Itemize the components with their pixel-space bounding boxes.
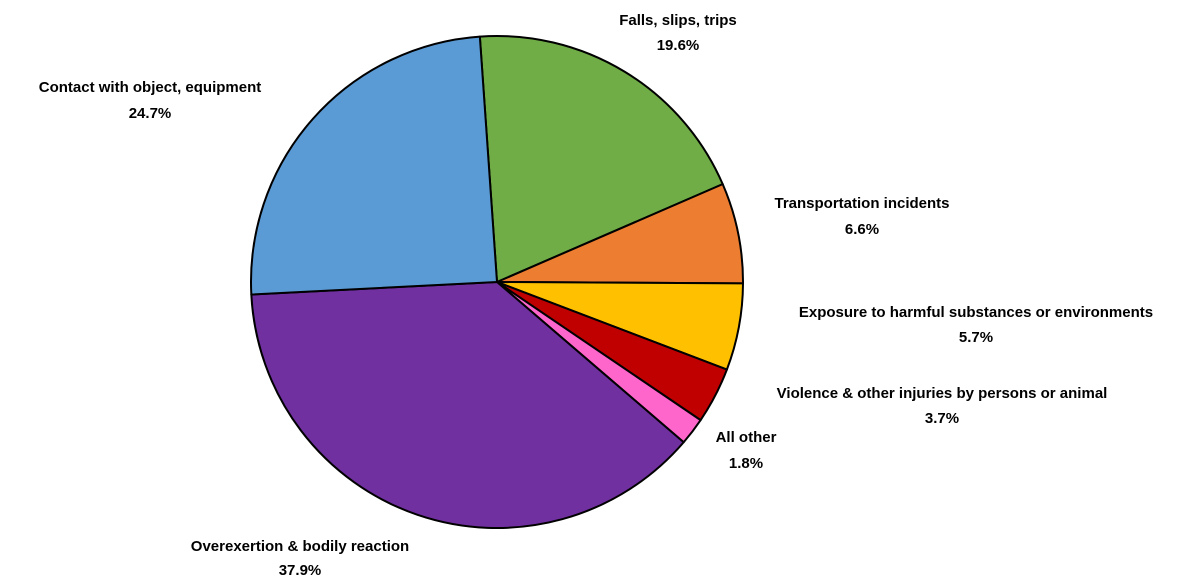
pie-slice-overexertion [250,281,685,529]
value-contact: 24.7% [129,105,172,122]
label-violence: Violence & other injuries by persons or … [777,385,1108,402]
label-falls: Falls, slips, trips [619,12,737,29]
value-overexertion: 37.9% [279,562,322,579]
label-exposure: Exposure to harmful substances or enviro… [799,304,1153,321]
pie-slice-contact [250,35,498,296]
value-exposure: 5.7% [959,329,993,346]
value-all-other: 1.8% [729,455,763,472]
pie-slice-falls [478,35,724,283]
value-violence: 3.7% [925,410,959,427]
label-transportation: Transportation incidents [774,195,949,212]
label-overexertion: Overexertion & bodily reaction [191,538,409,555]
pie-slices [250,35,745,529]
label-all-other: All other [716,429,777,446]
value-transportation: 6.6% [845,221,879,238]
label-contact: Contact with object, equipment [39,79,262,96]
value-falls: 19.6% [657,37,700,54]
